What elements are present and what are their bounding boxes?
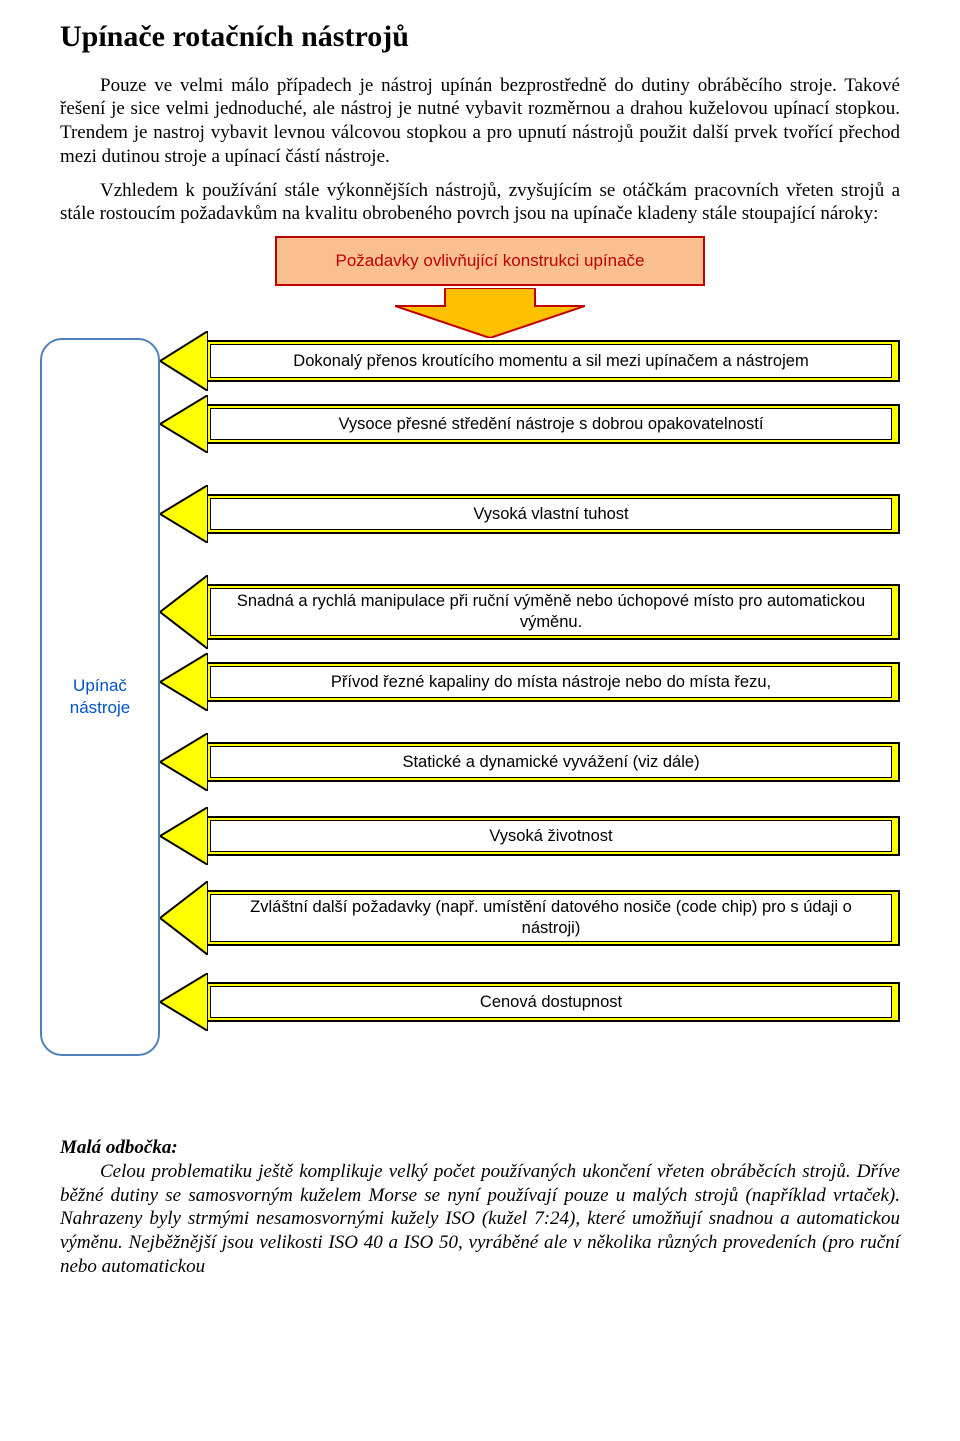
requirement-text: Cenová dostupnost bbox=[210, 986, 892, 1018]
requirement-arrow: Dokonalý přenos kroutícího momentu a sil… bbox=[160, 340, 900, 382]
requirement-text: Dokonalý přenos kroutícího momentu a sil… bbox=[210, 344, 892, 378]
arrow-left-icon bbox=[160, 890, 208, 946]
requirement-arrow: Vysoce přesné středění nástroje s dobrou… bbox=[160, 404, 900, 444]
arrow-left-icon bbox=[160, 404, 208, 444]
requirement-text: Zvláštní další požadavky (např. umístění… bbox=[210, 894, 892, 942]
top-requirements-box: Požadavky ovlivňující konstrukci upínače bbox=[275, 236, 705, 286]
requirement-arrow: Snadná a rychlá manipulace při ruční vým… bbox=[160, 584, 900, 640]
requirements-diagram: Požadavky ovlivňující konstrukci upínače… bbox=[60, 236, 900, 1066]
requirement-arrow: Přívod řezné kapaliny do místa nástroje … bbox=[160, 662, 900, 702]
aside-heading: Malá odbočka: bbox=[60, 1136, 900, 1160]
requirement-arrow: Vysoká vlastní tuhost bbox=[160, 494, 900, 534]
requirement-text: Vysoká vlastní tuhost bbox=[210, 498, 892, 530]
aside-paragraph: Celou problematiku ještě komplikuje velk… bbox=[60, 1160, 900, 1279]
requirement-arrow: Zvláštní další požadavky (např. umístění… bbox=[160, 890, 900, 946]
arrow-left-icon bbox=[160, 494, 208, 534]
requirement-text: Statické a dynamické vyvážení (viz dále) bbox=[210, 746, 892, 778]
intro-paragraph-2: Vzhledem k používání stále výkonnějších … bbox=[60, 179, 900, 227]
intro-paragraph-1: Pouze ve velmi málo případech je nástroj… bbox=[60, 74, 900, 169]
arrow-left-icon bbox=[160, 584, 208, 640]
left-pill-line1: Upínač bbox=[73, 676, 127, 695]
arrow-left-icon bbox=[160, 816, 208, 856]
arrow-left-icon bbox=[160, 742, 208, 782]
requirement-arrow: Cenová dostupnost bbox=[160, 982, 900, 1022]
top-box-label: Požadavky ovlivňující konstrukci upínače bbox=[336, 250, 645, 271]
arrow-left-icon bbox=[160, 662, 208, 702]
down-arrow-icon bbox=[395, 288, 585, 338]
page-title: Upínače rotačních nástrojů bbox=[60, 18, 900, 56]
arrow-left-icon bbox=[160, 340, 208, 382]
requirement-text: Vysoká životnost bbox=[210, 820, 892, 852]
arrow-left-icon bbox=[160, 982, 208, 1022]
requirement-text: Snadná a rychlá manipulace při ruční vým… bbox=[210, 588, 892, 636]
requirement-arrow: Statické a dynamické vyvážení (viz dále) bbox=[160, 742, 900, 782]
left-tool-holder-box: Upínač nástroje bbox=[40, 338, 160, 1056]
requirement-arrow: Vysoká životnost bbox=[160, 816, 900, 856]
requirement-text: Vysoce přesné středění nástroje s dobrou… bbox=[210, 408, 892, 440]
left-pill-line2: nástroje bbox=[70, 698, 130, 717]
requirement-text: Přívod řezné kapaliny do místa nástroje … bbox=[210, 666, 892, 698]
